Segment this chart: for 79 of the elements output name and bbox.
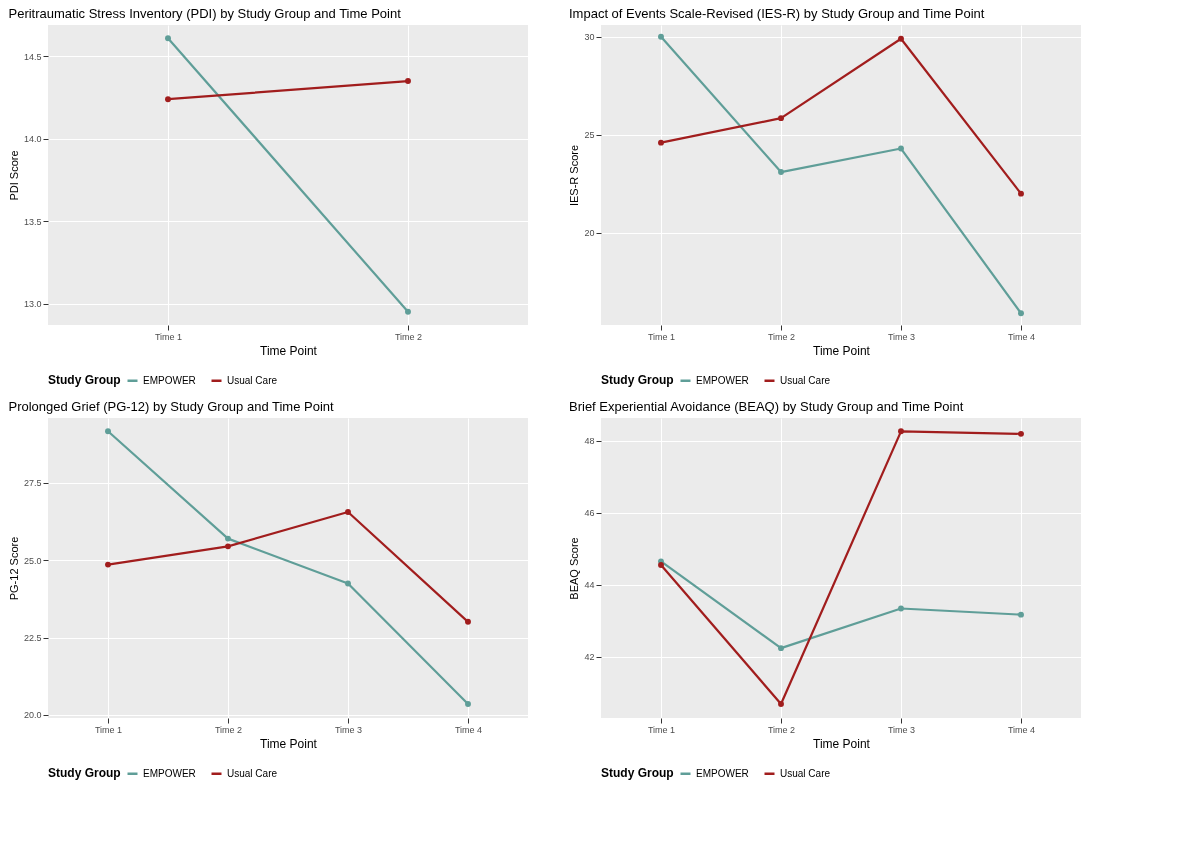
point (165, 96, 171, 103)
legend-title: Study Group (601, 766, 674, 780)
chart-title: Prolonged Grief (PG-12) by Study Group and Time Point (8, 399, 335, 414)
x-tick-label: Time 3 (887, 331, 916, 342)
y-tick-label: 48 (584, 436, 595, 447)
point (778, 115, 784, 122)
y-tick-label: 13.5 (23, 216, 42, 227)
point (658, 33, 664, 40)
x-tick-label: Time 3 (334, 724, 363, 735)
point (898, 145, 904, 152)
point (465, 618, 471, 625)
chart-title: Impact of Events Scale-Revised (IES-R) by Study Group and Time Point (568, 6, 985, 21)
legend-label: EMPOWER (696, 374, 749, 386)
point (778, 645, 784, 652)
point (778, 169, 784, 176)
legend-title: Study Group (601, 373, 674, 387)
x-axis-title: Time Point (813, 736, 871, 751)
point (898, 605, 904, 612)
legend-label: EMPOWER (143, 767, 196, 779)
x-tick-label: Time 2 (767, 331, 796, 342)
point (345, 509, 351, 515)
point (405, 308, 411, 315)
legend-title: Study Group (48, 373, 121, 387)
chart-title: Brief Experiential Avoidance (BEAQ) by Study Group and Time Point (568, 399, 964, 414)
x-tick-label: Time 1 (647, 331, 676, 342)
x-tick-label: Time 2 (767, 724, 796, 735)
point (1018, 430, 1024, 437)
y-tick-label: 13.0 (23, 299, 42, 310)
y-tick-label: 20 (584, 228, 595, 239)
point (465, 701, 471, 708)
y-axis-title: PDI Score (7, 150, 20, 201)
y-axis-title: IES-R Score (568, 144, 581, 207)
x-tick-label: Time 2 (214, 724, 243, 735)
point (345, 580, 351, 587)
x-tick-label: Time 4 (1007, 724, 1036, 735)
chart-title: Peritraumatic Stress Inventory (PDI) by Study Group and Time Point (8, 6, 402, 21)
legend-label: EMPOWER (143, 374, 196, 386)
point (225, 535, 231, 542)
legend-title: Study Group (48, 766, 121, 780)
y-tick-label: 44 (584, 580, 595, 591)
point (778, 701, 784, 707)
x-tick-label: Time 1 (94, 724, 123, 735)
point (898, 35, 904, 42)
legend-label: Usual Care (780, 767, 831, 779)
y-tick-label: 27.5 (23, 478, 42, 489)
y-tick-label: 14.5 (23, 51, 42, 62)
point (1018, 310, 1024, 317)
legend-label: EMPOWER (696, 767, 749, 779)
point (658, 139, 664, 146)
point (225, 543, 231, 550)
y-tick-label: 46 (584, 508, 595, 519)
point (898, 428, 904, 435)
x-tick-label: Time 3 (887, 724, 916, 735)
x-axis-title: Time Point (813, 343, 871, 358)
point (165, 35, 171, 42)
y-tick-label: 14.0 (23, 134, 42, 145)
x-tick-label: Time 4 (454, 724, 483, 735)
y-tick-label: 30 (584, 32, 595, 43)
point (105, 561, 111, 568)
legend-label: Usual Care (227, 767, 278, 779)
point (1018, 611, 1024, 618)
legend-label: Usual Care (780, 374, 831, 386)
y-tick-label: 25.0 (23, 555, 42, 566)
x-tick-label: Time 4 (1007, 331, 1036, 342)
x-axis-title: Time Point (260, 343, 318, 358)
y-tick-label: 42 (584, 652, 595, 663)
point (1018, 190, 1024, 197)
y-axis-title: BEAQ Score (568, 537, 581, 600)
x-tick-label: Time 1 (154, 331, 183, 342)
y-tick-label: 20.0 (23, 710, 42, 721)
x-tick-label: Time 2 (394, 331, 423, 342)
point (405, 78, 411, 84)
legend-label: Usual Care (227, 374, 278, 386)
x-axis-title: Time Point (260, 736, 318, 751)
y-tick-label: 25 (584, 130, 595, 141)
point (105, 428, 111, 435)
x-tick-label: Time 1 (647, 724, 676, 735)
y-axis-title: PG-12 Score (7, 536, 20, 601)
y-tick-label: 22.5 (23, 633, 42, 644)
